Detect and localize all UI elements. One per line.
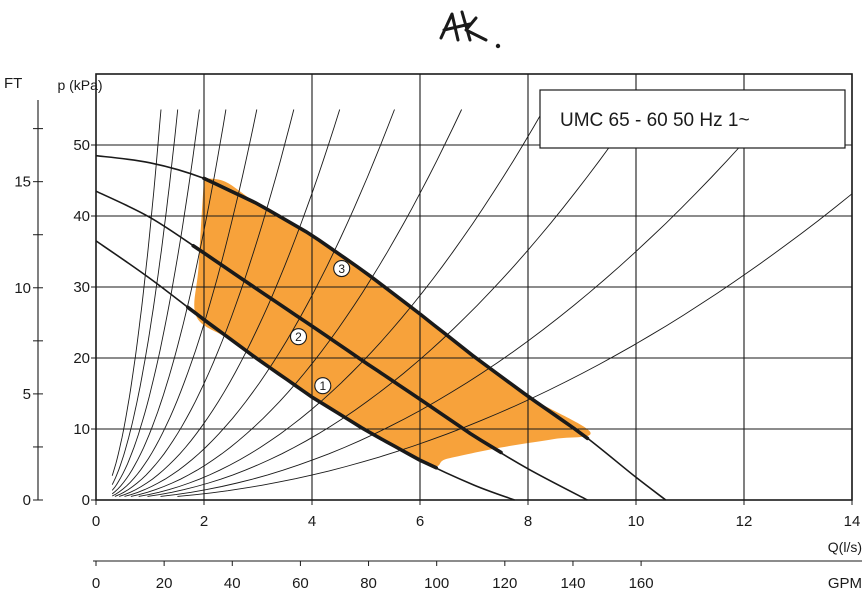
ft-tick-label: 15 — [14, 174, 31, 191]
x-tick-label: 4 — [308, 513, 316, 530]
pump-curve-3-operating-segment — [202, 176, 590, 441]
ft-axis-title: FT — [4, 75, 22, 92]
pump-curve-1-operating-segment — [186, 305, 438, 470]
handwritten-mark-strokes — [439, 10, 488, 42]
system-curve — [111, 109, 227, 495]
gpm-tick-label: 100 — [424, 575, 449, 592]
system-curve — [160, 109, 774, 497]
system-curve — [124, 109, 395, 497]
curve-label-text: 2 — [295, 330, 302, 344]
pump-curve-2-operating-segment — [191, 244, 503, 455]
handwritten-mark-dot — [495, 43, 501, 49]
gpm-tick-label: 140 — [560, 575, 585, 592]
ft-tick-label: 10 — [14, 280, 31, 297]
curve-label-text: 1 — [319, 379, 326, 393]
x-axis-title: Q(l/s) — [828, 539, 862, 555]
system-curve — [111, 109, 200, 491]
curve-label-2: 2 — [289, 328, 308, 346]
y-tick-label: 30 — [73, 279, 90, 296]
y-tick-label: 20 — [73, 350, 90, 367]
curve-label-3: 3 — [333, 259, 351, 278]
operating-area — [194, 178, 591, 467]
system-curve — [114, 109, 295, 497]
gpm-tick-label: 60 — [292, 575, 309, 592]
curve-label-1: 1 — [314, 377, 332, 395]
system-curve — [177, 193, 853, 497]
x-tick-label: 8 — [524, 513, 532, 530]
curve-label-text: 3 — [338, 262, 345, 276]
y-tick-label: 40 — [73, 208, 90, 225]
x-tick-label: 0 — [92, 513, 100, 530]
gpm-tick-label: 40 — [224, 575, 241, 592]
curve-label-circle — [289, 328, 308, 346]
system-curve — [119, 109, 341, 497]
system-curve — [111, 109, 162, 476]
system-curve — [111, 109, 179, 485]
gpm-axis-title: GPM — [828, 575, 862, 592]
curve-label-circle — [333, 259, 351, 278]
gpm-tick-label: 20 — [156, 575, 173, 592]
system-curve — [130, 109, 463, 497]
chart-title: UMC 65 - 60 50 Hz 1~ — [560, 110, 750, 131]
gpm-tick-label: 160 — [629, 575, 654, 592]
y-tick-label: 50 — [73, 137, 90, 154]
x-tick-label: 2 — [200, 513, 208, 530]
ft-tick-label: 5 — [23, 386, 31, 403]
y-tick-label: 0 — [82, 492, 90, 509]
x-tick-label: 6 — [416, 513, 424, 530]
curve-label-circle — [314, 377, 332, 395]
system-curve — [111, 109, 258, 497]
y-axis-title-text: p (kPa) — [57, 77, 102, 93]
title-box — [539, 89, 846, 149]
ft-tick-label: 0 — [23, 492, 31, 509]
system-curve — [147, 109, 637, 497]
gpm-tick-label: 120 — [492, 575, 517, 592]
gpm-tick-label: 0 — [92, 575, 100, 592]
gpm-tick-label: 80 — [360, 575, 377, 592]
x-tick-label: 10 — [628, 513, 645, 530]
handwritten-mark-logo — [439, 10, 501, 49]
x-tick-label: 12 — [736, 513, 753, 530]
y-tick-label: 10 — [73, 421, 90, 438]
x-tick-label: 14 — [844, 513, 861, 530]
system-curve — [138, 109, 545, 497]
y-axis-title: p (kPa) — [57, 77, 102, 93]
